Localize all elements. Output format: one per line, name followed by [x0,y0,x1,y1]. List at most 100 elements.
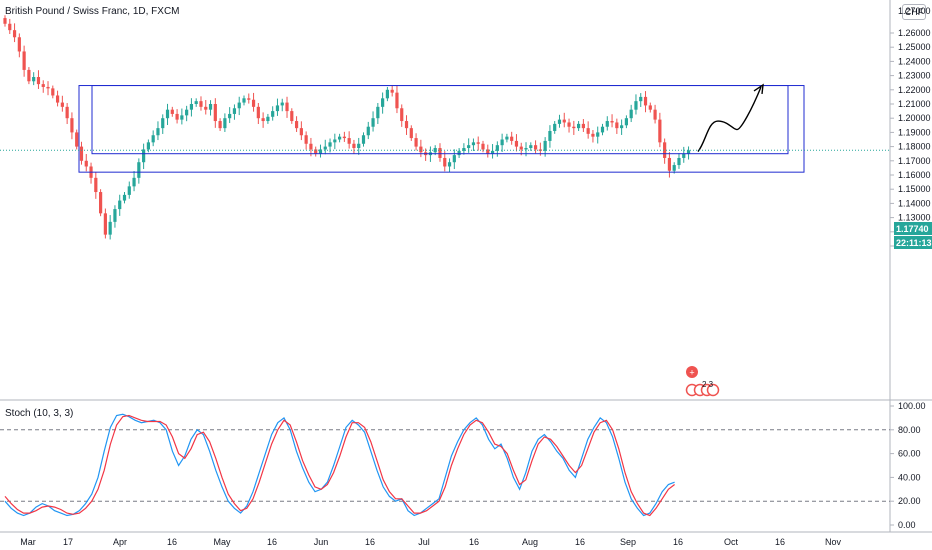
candle-body [381,98,385,107]
stoch-d-line [4,414,675,517]
candle-body [452,155,456,163]
candle-body [103,213,107,235]
time-tick-label: 16 [673,537,683,547]
candle-body [108,221,112,235]
price-tick-label: 1.25000 [898,42,931,52]
candle-body [333,139,337,143]
candle-body [600,126,605,133]
time-tick-label: 16 [167,537,177,547]
candle-body [208,104,213,110]
candle-body [581,123,585,129]
time-tick-label: Aug [522,537,538,547]
candle-body [682,153,686,158]
annotations[interactable] [78,83,805,173]
time-tick-label: Nov [825,537,842,547]
candle-body [8,23,12,31]
candle-body [639,96,643,102]
price-tick-label: 1.26000 [898,28,931,38]
candle-body [643,96,648,106]
candle-body [137,162,141,178]
indicator-label[interactable]: Stoch (10, 3, 3) [5,408,73,419]
range-box-outer [78,85,805,173]
candle-body [596,132,600,137]
price-axis[interactable]: 1.26000 1.25000 1.24000 1.23000 1.22000 1.210… [890,28,931,251]
stoch-axis[interactable]: 100.00 80.00 60.00 40.00 20.00 0.00 [0,401,926,530]
currency-button[interactable]: CHF [902,4,926,20]
candle-body [505,136,509,140]
candle-body [605,121,609,127]
candle-body [610,121,614,123]
flag-icon[interactable] [706,383,720,397]
candle-body [304,135,308,144]
candle-body [84,160,88,167]
candle-body [199,101,203,107]
candle-body [65,106,69,119]
price-tick-label: 1.19000 [898,127,931,137]
candle-body [218,121,222,129]
candle-body [161,118,165,129]
candle-body [213,104,217,122]
stoch-k-line [4,413,675,517]
candle-body [385,89,389,99]
candle-body [94,177,98,193]
candle-body [524,148,528,150]
candle-body [514,140,519,147]
candle-body [237,102,241,109]
candle-body [548,130,552,141]
symbol-title[interactable]: British Pound / Swiss Franc, 1D, FXCM [5,6,180,17]
candle-body [490,150,495,154]
candle-body [189,104,194,110]
candle-body [271,111,275,117]
candle-body [553,123,557,131]
candle-body [127,186,131,195]
candle-body [677,157,681,166]
candle-body [457,150,461,156]
candle-body [51,88,55,96]
candle-body [390,89,394,93]
price-tick-label: 1.13000 [898,213,931,223]
candle-body [672,165,676,171]
price-tick-label: 1.21000 [898,99,931,109]
candle-body [17,37,21,52]
price-tick-label: 1.15000 [898,184,931,194]
candle-body [228,113,232,119]
candle-body [60,102,64,107]
candle-body [156,128,160,136]
candle-body [572,126,576,129]
candle-body [361,135,366,144]
price-tick-label: 1.16000 [898,170,931,180]
candle-body [414,138,418,147]
candle-body [471,142,476,146]
candle-body [562,119,566,123]
candle-body [519,146,523,150]
candle-body [663,142,667,158]
candle-body [132,177,136,187]
candle-body [290,111,294,122]
time-axis[interactable]: Mar 17 Apr 16 May 16 Jun 16 Jul 16 Aug 16 Sep 16 Oct 16… [20,537,841,547]
stoch-tick-label: 40.00 [898,472,921,482]
candle-body [294,121,299,129]
candle-body [658,119,662,143]
candle-body [629,109,633,119]
event-markers[interactable]: + 2 3 [685,366,720,397]
candle-body [624,118,628,126]
time-tick-label: Apr [113,537,127,547]
candle-body [686,150,691,154]
time-tick-label: Jun [314,537,329,547]
stoch-tick-label: 80.00 [898,425,921,435]
time-tick-label: Sep [620,537,636,547]
stochastic-series [4,413,675,517]
price-tick-label: 1.18000 [898,142,931,152]
price-tick-label: 1.14000 [898,198,931,208]
countdown-badge [894,236,932,249]
candle-body [318,149,323,154]
candle-body [366,126,370,136]
event-marker-icon[interactable] [686,366,698,378]
plus-icon: + [689,368,694,378]
candle-body [27,69,31,82]
candle-body [55,95,60,103]
candle-body [328,142,332,147]
projection-arrow-path [697,86,762,153]
candle-body [3,18,7,24]
